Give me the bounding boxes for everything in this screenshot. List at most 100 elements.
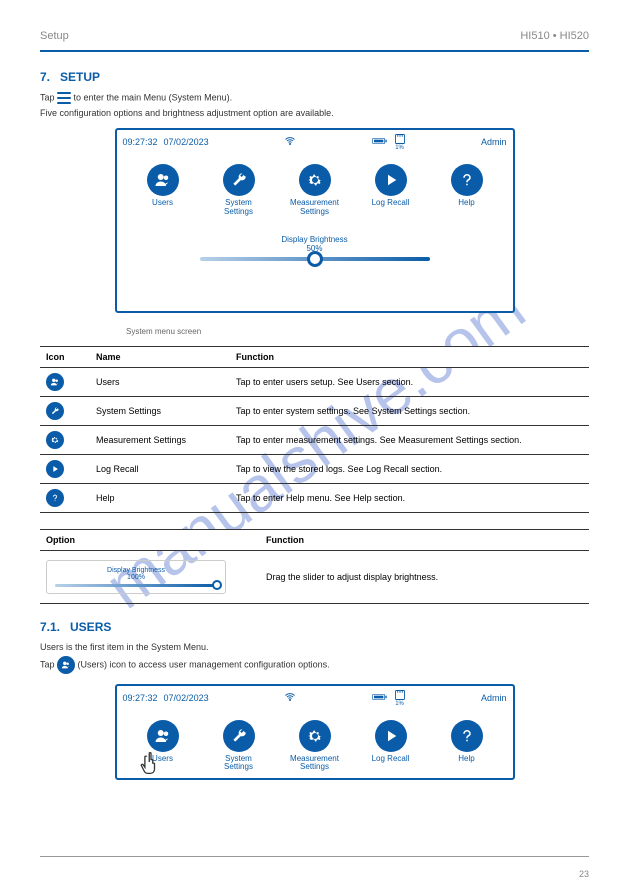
sd-icon: 1% <box>394 133 406 151</box>
status-bar: 09:27:32 07/02/2023 1% Admin <box>117 130 513 154</box>
header-right: HI510 • HI520 <box>520 30 589 42</box>
table-row: Measurement SettingsTap to enter measure… <box>40 425 589 454</box>
footer-divider <box>40 856 589 857</box>
table-header-row: Icon Name Function <box>40 346 589 367</box>
brightness-slider[interactable] <box>200 257 430 261</box>
status-role: Admin <box>481 693 507 703</box>
sd-icon: 1% <box>394 689 406 707</box>
menu-item-label: MeasurementSettings <box>287 199 343 217</box>
op-name: Help <box>90 483 230 512</box>
col-func-header: Function <box>230 346 589 367</box>
slider-func-cell: Drag the slider to adjust display bright… <box>260 550 589 603</box>
status-date: 07/02/2023 <box>164 137 209 147</box>
status-bar-2: 09:27:32 07/02/2023 1% Admin <box>117 686 513 710</box>
op-func: Tap to enter Help menu. See Help section… <box>230 483 589 512</box>
brightness-option-thumb[interactable] <box>212 580 222 590</box>
wrench-icon[interactable] <box>223 164 255 196</box>
menu-item-log-recall[interactable]: Log Recall <box>363 164 419 217</box>
brightness-option-slider[interactable] <box>55 584 217 587</box>
menu-icon-row: Users SystemSettings MeasurementSettings Lo… <box>117 164 513 217</box>
status-time: 09:27:32 <box>123 693 158 703</box>
op-func: Tap to enter users setup. See Users sect… <box>230 367 589 396</box>
menu-item-help[interactable]: Help <box>439 164 495 217</box>
section-header: 7. SETUP <box>40 70 589 84</box>
col-icon-header: Icon <box>40 346 90 367</box>
menu-item-label: MeasurementSettings <box>287 755 343 773</box>
system-menu-screenshot: 09:27:32 07/02/2023 1% Admin Users System… <box>115 128 515 313</box>
intro-line-1: Tap to enter the main Menu (System Menu)… <box>40 92 589 104</box>
figure-1-caption: System menu screen <box>126 327 589 336</box>
menu-item-users[interactable]: Users <box>135 720 191 773</box>
slider-option-table: Option Function Display Brightness 100% <box>40 529 589 604</box>
intro-line-2: Five configuration options and brightnes… <box>40 108 589 118</box>
menu-item-measurement-settings[interactable]: MeasurementSettings <box>287 720 343 773</box>
question-icon <box>46 489 64 507</box>
status-time: 09:27:32 <box>123 137 158 147</box>
gear-icon <box>46 431 64 449</box>
header-left: Setup <box>40 30 69 42</box>
menu-item-label: Help <box>439 755 495 764</box>
users-icon <box>46 373 64 391</box>
users-icon[interactable] <box>147 164 179 196</box>
users-line-2: Tap (Users) icon to access user manageme… <box>40 656 589 674</box>
wifi-icon <box>284 691 296 705</box>
operations-table: Icon Name Function UsersTap to enter use… <box>40 346 589 513</box>
op-func: Tap to enter measurement settings. See M… <box>230 425 589 454</box>
header-divider <box>40 50 589 52</box>
col-option-header: Option <box>40 529 260 550</box>
op-name: System Settings <box>90 396 230 425</box>
menu-item-label: Help <box>439 199 495 208</box>
menu-icon-row-2: Users SystemSettings MeasurementSettings Lo… <box>117 720 513 773</box>
page-footer: 23 <box>0 861 629 893</box>
menu-item-label: SystemSettings <box>211 755 267 773</box>
table-header-row: Option Function <box>40 529 589 550</box>
col-name-header: Name <box>90 346 230 367</box>
users-section-title: USERS <box>70 620 111 634</box>
users-section-number: 7.1. <box>40 620 60 634</box>
op-name: Log Recall <box>90 454 230 483</box>
play-icon[interactable] <box>375 164 407 196</box>
gear-icon[interactable] <box>299 164 331 196</box>
wrench-icon[interactable] <box>223 720 255 752</box>
menu-item-system-settings[interactable]: SystemSettings <box>211 164 267 217</box>
table-row: Log RecallTap to view the stored logs. S… <box>40 454 589 483</box>
op-func: Tap to view the stored logs. See Log Rec… <box>230 454 589 483</box>
status-role: Admin <box>481 137 507 147</box>
users-icon <box>57 656 75 674</box>
hamburger-icon <box>57 92 71 104</box>
wrench-icon <box>46 402 64 420</box>
menu-item-help[interactable]: Help <box>439 720 495 773</box>
brightness-slider-area: Display Brightness 50% <box>117 235 513 261</box>
menu-item-label: Log Recall <box>363 755 419 764</box>
op-name: Users <box>90 367 230 396</box>
gear-icon[interactable] <box>299 720 331 752</box>
menu-item-label: Users <box>135 199 191 208</box>
section-title: SETUP <box>60 70 100 84</box>
brightness-option-box: Display Brightness 100% <box>46 560 226 594</box>
brightness-slider-thumb[interactable] <box>307 251 323 267</box>
question-icon[interactable] <box>451 164 483 196</box>
users-menu-screenshot: 09:27:32 07/02/2023 1% Admin Users System… <box>115 684 515 781</box>
menu-item-label: Log Recall <box>363 199 419 208</box>
question-icon[interactable] <box>451 720 483 752</box>
menu-item-users[interactable]: Users <box>135 164 191 217</box>
users-icon[interactable] <box>147 720 179 752</box>
users-line-1: Users is the first item in the System Me… <box>40 642 589 652</box>
op-name: Measurement Settings <box>90 425 230 454</box>
footer-right: 23 <box>579 869 589 879</box>
play-icon <box>46 460 64 478</box>
menu-item-measurement-settings[interactable]: MeasurementSettings <box>287 164 343 217</box>
op-func: Tap to enter system settings. See System… <box>230 396 589 425</box>
menu-item-system-settings[interactable]: SystemSettings <box>211 720 267 773</box>
table-row: HelpTap to enter Help menu. See Help sec… <box>40 483 589 512</box>
table-row: Display Brightness 100% Drag the slider … <box>40 550 589 603</box>
users-section-header: 7.1. USERS <box>40 620 589 634</box>
play-icon[interactable] <box>375 720 407 752</box>
wifi-icon <box>284 135 296 149</box>
battery-icon <box>372 137 388 147</box>
status-date: 07/02/2023 <box>164 693 209 703</box>
table-row: System SettingsTap to enter system setti… <box>40 396 589 425</box>
menu-item-log-recall[interactable]: Log Recall <box>363 720 419 773</box>
page-header: Setup HI510 • HI520 <box>40 30 589 42</box>
col-func-header-2: Function <box>260 529 589 550</box>
